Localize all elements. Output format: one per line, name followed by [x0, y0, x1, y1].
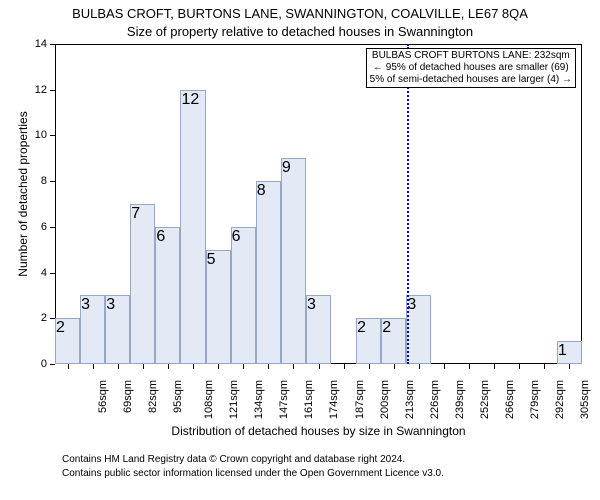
x-tick-label: 82sqm [147, 378, 159, 413]
histogram-bar: 6 [231, 227, 256, 364]
y-tick-mark [50, 273, 55, 274]
histogram-bar: 3 [306, 295, 331, 364]
y-tick-mark [50, 364, 55, 365]
x-tick-mark [494, 364, 495, 369]
chart-title-line1: BULBAS CROFT, BURTONS LANE, SWANNINGTON,… [0, 6, 600, 21]
x-tick-label: 95sqm [172, 378, 184, 413]
x-tick-mark [68, 364, 69, 369]
x-tick-mark [394, 364, 395, 369]
histogram-bar: 3 [406, 295, 431, 364]
x-tick-label: 239sqm [454, 378, 466, 419]
y-tick-mark [50, 227, 55, 228]
histogram-bar: 6 [155, 227, 180, 364]
histogram-bar: 5 [206, 250, 231, 364]
x-tick-label: 279sqm [529, 378, 541, 419]
x-tick-label: 56sqm [97, 378, 109, 413]
histogram-bar: 2 [55, 318, 80, 364]
x-tick-mark [544, 364, 545, 369]
y-tick-label: 0 [17, 358, 47, 370]
y-tick-mark [50, 90, 55, 91]
x-tick-label: 252sqm [479, 378, 491, 419]
x-tick-label: 134sqm [253, 378, 265, 419]
x-tick-mark [118, 364, 119, 369]
x-tick-label: 108sqm [203, 378, 215, 419]
x-tick-label: 69sqm [122, 378, 134, 413]
x-tick-mark [143, 364, 144, 369]
histogram-bar: 12 [180, 90, 205, 364]
x-tick-label: 187sqm [354, 378, 366, 419]
property-marker-line [407, 44, 409, 364]
histogram-bar: 3 [80, 295, 105, 364]
x-tick-mark [243, 364, 244, 369]
annotation-line: ← 95% of detached houses are smaller (69… [370, 62, 572, 74]
y-tick-mark [50, 135, 55, 136]
x-tick-mark [218, 364, 219, 369]
x-tick-label: 292sqm [554, 378, 566, 419]
histogram-bar: 7 [130, 204, 155, 364]
annotation-box: BULBAS CROFT BURTONS LANE: 232sqm← 95% o… [366, 48, 576, 88]
x-tick-mark [444, 364, 445, 369]
x-tick-label: 305sqm [579, 378, 591, 419]
x-tick-mark [569, 364, 570, 369]
x-tick-mark [369, 364, 370, 369]
x-tick-label: 226sqm [429, 378, 441, 419]
x-tick-mark [319, 364, 320, 369]
x-tick-mark [93, 364, 94, 369]
histogram-bar: 2 [356, 318, 381, 364]
histogram-bar: 8 [256, 181, 281, 364]
x-tick-label: 161sqm [303, 378, 315, 419]
x-tick-mark [293, 364, 294, 369]
x-tick-mark [168, 364, 169, 369]
x-tick-mark [344, 364, 345, 369]
x-tick-label: 121sqm [228, 378, 240, 419]
footer-line-2: Contains public sector information licen… [62, 468, 444, 479]
y-tick-label: 2 [17, 312, 47, 324]
y-tick-label: 14 [17, 38, 47, 50]
x-tick-label: 213sqm [404, 378, 416, 419]
histogram-bar: 3 [105, 295, 130, 364]
histogram-bar: 9 [281, 158, 306, 364]
x-tick-label: 200sqm [379, 378, 391, 419]
histogram-bar: 2 [381, 318, 406, 364]
x-tick-mark [268, 364, 269, 369]
histogram-bar: 1 [557, 341, 582, 364]
x-tick-mark [193, 364, 194, 369]
footer-line-1: Contains HM Land Registry data © Crown c… [62, 454, 405, 465]
x-tick-label: 174sqm [329, 378, 341, 419]
chart-title-line2: Size of property relative to detached ho… [0, 24, 600, 39]
x-tick-label: 147sqm [278, 378, 290, 419]
x-tick-mark [519, 364, 520, 369]
x-tick-label: 266sqm [504, 378, 516, 419]
y-axis-label: Number of detached properties [16, 94, 30, 294]
x-axis-label: Distribution of detached houses by size … [55, 424, 582, 438]
y-tick-mark [50, 44, 55, 45]
annotation-line: 5% of semi-detached houses are larger (4… [370, 74, 572, 86]
y-tick-mark [50, 181, 55, 182]
annotation-line: BULBAS CROFT BURTONS LANE: 232sqm [370, 50, 572, 62]
x-tick-mark [469, 364, 470, 369]
x-tick-mark [419, 364, 420, 369]
